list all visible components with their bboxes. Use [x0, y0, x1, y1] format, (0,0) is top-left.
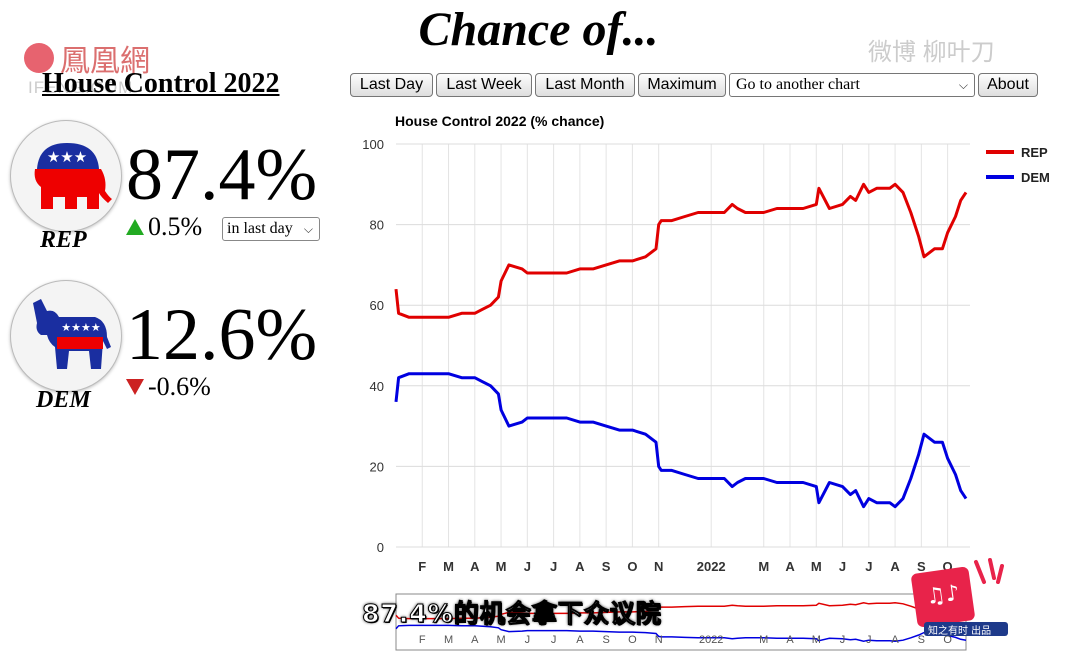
x-tick-label: S: [602, 559, 611, 574]
y-tick-label: 20: [370, 459, 384, 474]
weibo-watermark: 微博 柳叶刀: [868, 39, 995, 66]
navigator-tick-label: M: [496, 634, 505, 646]
y-tick-label: 0: [377, 540, 384, 555]
elephant-icon: ★★★: [34, 143, 112, 209]
chevron-down-icon: ⌵: [958, 78, 968, 92]
navigator-tick-label: A: [576, 634, 584, 646]
navigator-tick-label: A: [891, 634, 899, 646]
chart-select[interactable]: Go to another chart ⌵: [729, 73, 975, 97]
rep-label: REP: [40, 227, 87, 253]
navigator-tick-label: A: [471, 634, 479, 646]
period-select[interactable]: in last day ⌵: [222, 217, 320, 241]
legend-label-dem: DEM: [1021, 170, 1050, 185]
x-tick-label: 2022: [697, 559, 726, 574]
brand-logo: 鳳凰網: [24, 36, 150, 80]
navigator-tick-label: M: [812, 634, 821, 646]
navigator-tick-label: F: [419, 634, 426, 646]
donkey-icon: ★★★★: [33, 299, 111, 369]
navigator-tick-label: J: [551, 634, 557, 646]
legend-label-rep: REP: [1021, 145, 1048, 160]
dem-percent: 12.6%: [126, 294, 318, 376]
x-tick-label: F: [418, 559, 426, 574]
period-select-value: in last day: [227, 220, 293, 237]
last-week-button[interactable]: Last Week: [436, 73, 532, 97]
y-tick-label: 40: [370, 379, 384, 394]
arrow-up-icon: [126, 219, 144, 235]
navigator-tick-label: S: [918, 634, 925, 646]
x-tick-label: M: [496, 559, 507, 574]
last-day-button[interactable]: Last Day: [350, 73, 433, 97]
x-tick-label: J: [550, 559, 557, 574]
x-tick-label: A: [470, 559, 480, 574]
x-tick-label: J: [524, 559, 531, 574]
y-tick-label: 100: [362, 137, 384, 152]
rep-change-value: 0.5%: [148, 212, 203, 241]
svg-text:★★★: ★★★: [47, 148, 87, 166]
dem-label: DEM: [36, 387, 91, 413]
navigator-tick-label: O: [943, 634, 952, 646]
navigator-tick-label: J: [525, 634, 531, 646]
navigator-tick-label: J: [866, 634, 872, 646]
maximum-button[interactable]: Maximum: [638, 73, 726, 97]
x-tick-label: M: [758, 559, 769, 574]
x-tick-label: M: [811, 559, 822, 574]
chart-title: House Control 2022 (% chance): [395, 113, 605, 129]
page-title: Chance of...: [418, 3, 659, 56]
x-tick-label: A: [890, 559, 900, 574]
brand-domain: IFENG.COM: [28, 78, 134, 97]
dem-change-value: -0.6%: [148, 372, 211, 401]
y-tick-label: 80: [370, 218, 384, 233]
last-month-button[interactable]: Last Month: [535, 73, 635, 97]
navigator-tick-label: 2022: [699, 634, 723, 646]
navigator-tick-label: A: [786, 634, 794, 646]
video-subtitle: 87.4%的机会拿下众议院: [362, 599, 662, 629]
series-line-dem: [394, 372, 968, 509]
dem-change: -0.6%: [126, 372, 211, 402]
chart-select-value: Go to another chart: [736, 76, 860, 93]
svg-text:♫♪: ♫♪: [924, 581, 961, 610]
navigator-line-rep: [395, 602, 967, 620]
x-tick-label: M: [443, 559, 454, 574]
x-tick-label: O: [627, 559, 637, 574]
navigator-tick-label: M: [759, 634, 768, 646]
navigator-tick-label: O: [628, 634, 637, 646]
navigator-tick-label: N: [655, 634, 663, 646]
rep-elephant-badge: ★★★: [10, 120, 122, 232]
arrow-down-icon: [126, 379, 144, 395]
house-control-heading: House Control 2022: [42, 68, 280, 99]
phoenix-logo-icon: [24, 43, 54, 73]
navigator-tick-label: M: [444, 634, 453, 646]
corner-logo: ♫♪ 知之有时 出品: [906, 552, 1014, 642]
brand-logo-text: 鳳凰網: [60, 45, 150, 78]
svg-text:★★★★: ★★★★: [61, 321, 101, 334]
dem-donkey-badge: ★★★★: [10, 280, 122, 392]
about-button[interactable]: About: [978, 73, 1038, 97]
navigator-tick-label: S: [602, 634, 609, 646]
x-tick-label: N: [654, 559, 663, 574]
x-tick-label: J: [865, 559, 872, 574]
series-line-rep: [394, 182, 968, 319]
rep-change: 0.5%: [126, 212, 202, 242]
y-tick-label: 60: [370, 298, 384, 313]
x-tick-label: S: [917, 559, 926, 574]
rep-percent: 87.4%: [126, 134, 318, 216]
x-tick-label: O: [943, 559, 953, 574]
navigator-tick-label: J: [840, 634, 846, 646]
navigator-line-dem: [395, 624, 967, 642]
news-badge-icon: ♫♪: [911, 558, 1008, 636]
x-tick-label: A: [785, 559, 795, 574]
x-tick-label: J: [839, 559, 846, 574]
corner-logo-text: 知之有时 出品: [928, 626, 992, 637]
chevron-down-icon: ⌵: [303, 222, 313, 236]
x-tick-label: A: [575, 559, 585, 574]
